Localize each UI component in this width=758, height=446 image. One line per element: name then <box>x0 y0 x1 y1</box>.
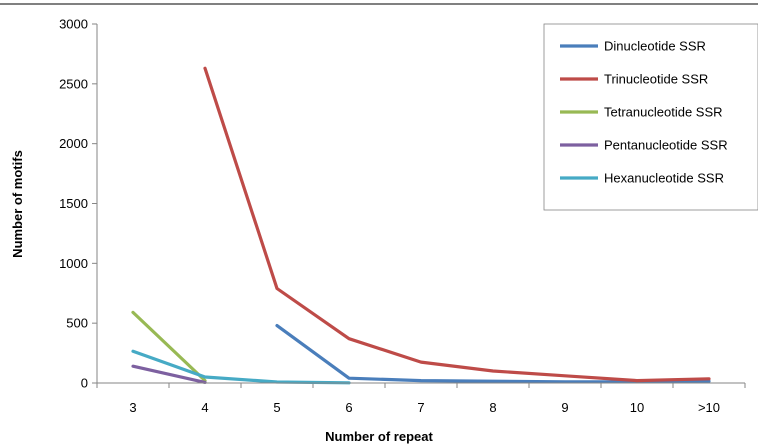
x-tick-label: 5 <box>273 400 280 415</box>
y-tick-label: 2500 <box>59 76 88 91</box>
x-tick-label: >10 <box>698 400 720 415</box>
x-tick-label: 6 <box>345 400 352 415</box>
x-tick-label: 8 <box>489 400 496 415</box>
legend: Dinucleotide SSR Trinucleotide SSR Tetranu… <box>543 23 758 211</box>
x-tick-label: 3 <box>129 400 136 415</box>
series-line <box>203 66 711 383</box>
series-line <box>131 310 207 383</box>
x-tick-label: 7 <box>417 400 424 415</box>
series-line <box>131 349 351 385</box>
legend-label: Trinucleotide SSR <box>604 72 708 87</box>
x-tick-label: 10 <box>630 400 644 415</box>
x-axis-title: Number of repeat <box>325 429 433 444</box>
series-lines <box>131 66 711 385</box>
x-axis-ticks: 3 4 5 6 7 8 9 10 >10 <box>96 383 746 415</box>
y-axis-ticks: 0 500 1000 1500 2000 2500 3000 <box>59 17 97 391</box>
legend-label: Dinucleotide SSR <box>604 39 706 54</box>
y-tick-label: 3000 <box>59 17 88 32</box>
x-tick-label: 9 <box>561 400 568 415</box>
series-line <box>131 364 207 384</box>
legend-label: Pentanucleotide SSR <box>604 138 728 153</box>
x-tick-label: 4 <box>201 400 208 415</box>
y-tick-label: 1000 <box>59 256 88 271</box>
y-tick-label: 500 <box>66 316 88 331</box>
y-axis-title: Number of motifs <box>10 150 25 258</box>
y-tick-label: 1500 <box>59 196 88 211</box>
y-tick-label: 0 <box>81 376 88 391</box>
legend-label: Hexanucleotide SSR <box>604 171 724 186</box>
y-tick-label: 2000 <box>59 136 88 151</box>
legend-label: Tetranucleotide SSR <box>604 105 723 120</box>
